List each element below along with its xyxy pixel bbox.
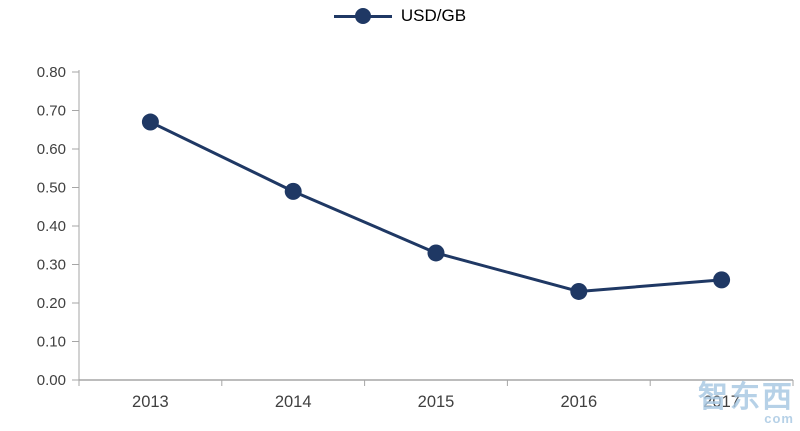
y-tick-label: 0.50: [37, 180, 66, 197]
data-line: [149, 120, 722, 293]
data-point: [713, 271, 731, 289]
y-tick-label: 0.30: [37, 257, 66, 274]
x-tick-label: 2016: [560, 393, 597, 411]
x-tick-label: 2015: [418, 393, 455, 411]
data-point: [570, 282, 588, 300]
x-tick-label: 2014: [275, 393, 312, 411]
y-tick-label: 0.80: [37, 64, 66, 81]
legend: USD/GB: [0, 6, 800, 26]
data-point: [427, 244, 445, 262]
legend-label: USD/GB: [400, 6, 467, 25]
y-tick-label: 0.10: [37, 334, 66, 351]
y-tick-label: 0.70: [37, 103, 66, 120]
x-tick-label: 2017: [703, 393, 740, 411]
y-tick-label: 0.60: [37, 141, 66, 158]
y-tick-label: 0.40: [37, 218, 66, 235]
x-tick-label: 2013: [132, 393, 169, 411]
y-tick-label: 0.20: [37, 295, 66, 312]
legend-marker-dot-icon: [354, 8, 371, 24]
legend-marker-line-icon: [333, 8, 392, 24]
data-point: [284, 182, 302, 200]
y-tick-label: 0.00: [37, 372, 66, 389]
data-point: [141, 113, 159, 131]
